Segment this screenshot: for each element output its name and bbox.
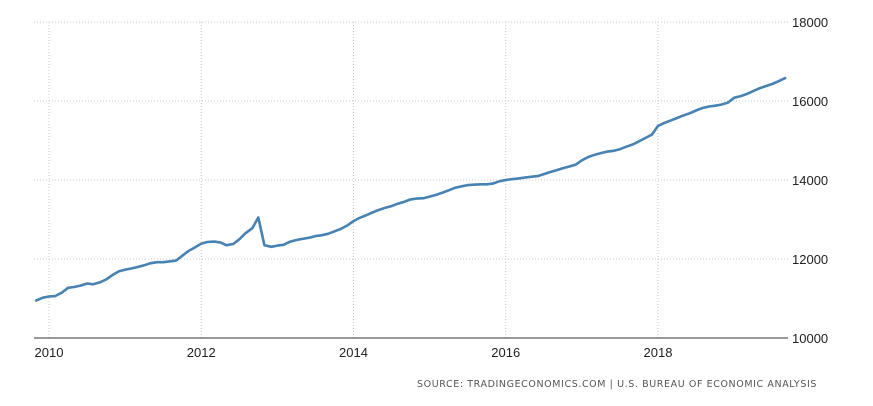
- source-attribution: SOURCE: TRADINGECONOMICS.COM | U.S. BURE…: [417, 379, 817, 390]
- x-tick-label: 2012: [187, 345, 216, 360]
- y-tick-label: 10000: [792, 331, 828, 346]
- series-line: [34, 76, 787, 302]
- x-tick-label: 2014: [339, 345, 368, 360]
- y-tick-label: 12000: [792, 252, 828, 267]
- x-tick-label: 2018: [644, 345, 673, 360]
- x-tick-label: 2010: [35, 345, 64, 360]
- y-tick-label: 14000: [792, 173, 828, 188]
- y-tick-label: 18000: [792, 15, 828, 30]
- y-tick-label: 16000: [792, 94, 828, 109]
- x-tick-label: 2016: [491, 345, 520, 360]
